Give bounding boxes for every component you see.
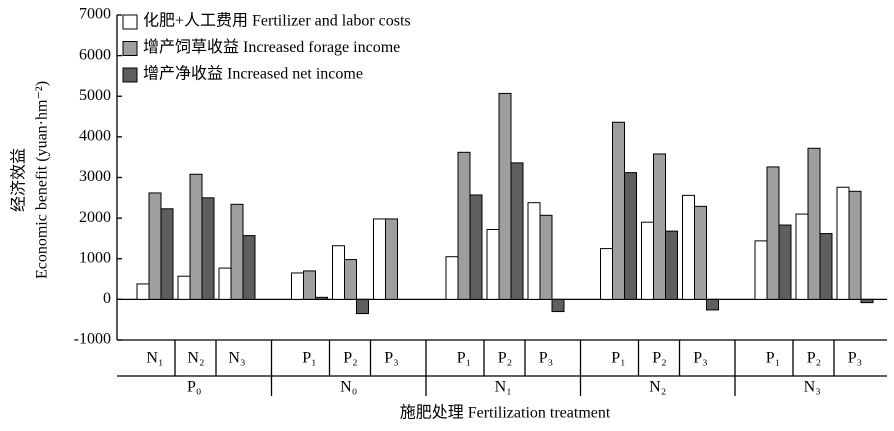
y-axis-title: Economic benefit (yuan·hm⁻²) [34,81,51,279]
x-tick-label: P₃ [539,350,553,367]
legend-label: 增产净收益 Increased net income [143,65,363,83]
y-tick-label: -1000 [74,331,111,348]
bar [754,240,768,300]
bar [136,283,150,300]
bar [848,190,862,300]
bar [778,224,792,300]
y-tick-label: 4000 [79,128,111,145]
bar [177,275,191,300]
bar [795,213,809,300]
group-label: N₃ [804,379,821,396]
bar [527,202,541,300]
bar [160,208,174,300]
x-tick-label: P₂ [807,350,821,367]
y-axis-title: 经济效益 [10,148,28,212]
bar [344,259,357,300]
bar [612,121,625,300]
legend-swatch [122,14,138,30]
y-tick-label: 5000 [79,87,111,104]
bar [600,248,613,300]
legend-label: 增产饲草收益 Increased forage income [143,38,400,56]
bar [641,221,654,300]
y-tick-label: 3000 [79,168,111,185]
group-label: N₀ [340,379,357,396]
bar [624,172,637,300]
bar [665,230,678,300]
x-axis-title: 施肥处理 Fertilization treatment [400,404,611,422]
x-tick-label: P₁ [611,350,625,367]
bar [766,166,780,300]
bar [356,298,369,315]
bar [807,147,821,300]
y-tick-label: 6000 [79,46,111,63]
bar [230,203,244,300]
legend-swatch [122,41,138,56]
bar [551,298,565,313]
x-tick-label: P₁ [457,350,471,367]
bar [457,151,471,300]
bar [682,194,695,300]
bar [860,298,874,304]
bar [706,298,719,311]
group-label: N₂ [649,379,666,396]
y-tick-label: 7000 [79,6,111,23]
group-label: P₀ [187,379,201,396]
bar [218,267,232,300]
x-tick-label: P₁ [302,350,316,367]
bar [385,218,398,300]
x-tick-label: N₂ [187,350,204,367]
bar [332,245,345,300]
bar [303,270,316,300]
bar [373,218,386,300]
bar [315,296,328,300]
y-tick-label: 0 [103,290,111,307]
bar [539,214,553,300]
x-tick-label: P₂ [343,350,357,367]
bar [819,233,833,300]
x-tick-label: N₃ [228,350,245,367]
y-tick-label: 1000 [79,249,111,266]
x-tick-label: P₃ [693,350,707,367]
x-tick-label: P₃ [384,350,398,367]
bar [694,205,707,300]
bar [510,162,524,300]
legend-label: 化肥+人工费用 Fertilizer and labor costs [143,12,411,30]
bar [469,194,483,300]
y-tick-label: 2000 [79,209,111,226]
bar [242,235,256,300]
x-tick-label: P₃ [848,350,862,367]
bar [201,197,215,300]
bar [836,186,850,300]
x-tick-label: P₁ [766,350,780,367]
bar [189,173,203,300]
bar [653,153,666,300]
bar [486,229,500,300]
bar [445,256,459,300]
bar [291,272,304,300]
x-tick-label: P₂ [498,350,512,367]
x-tick-label: N₁ [146,350,163,367]
x-tick-label: P₂ [652,350,666,367]
bar [498,92,512,300]
bar [148,192,162,300]
legend-swatch [122,67,138,83]
group-label: N₁ [495,379,512,396]
